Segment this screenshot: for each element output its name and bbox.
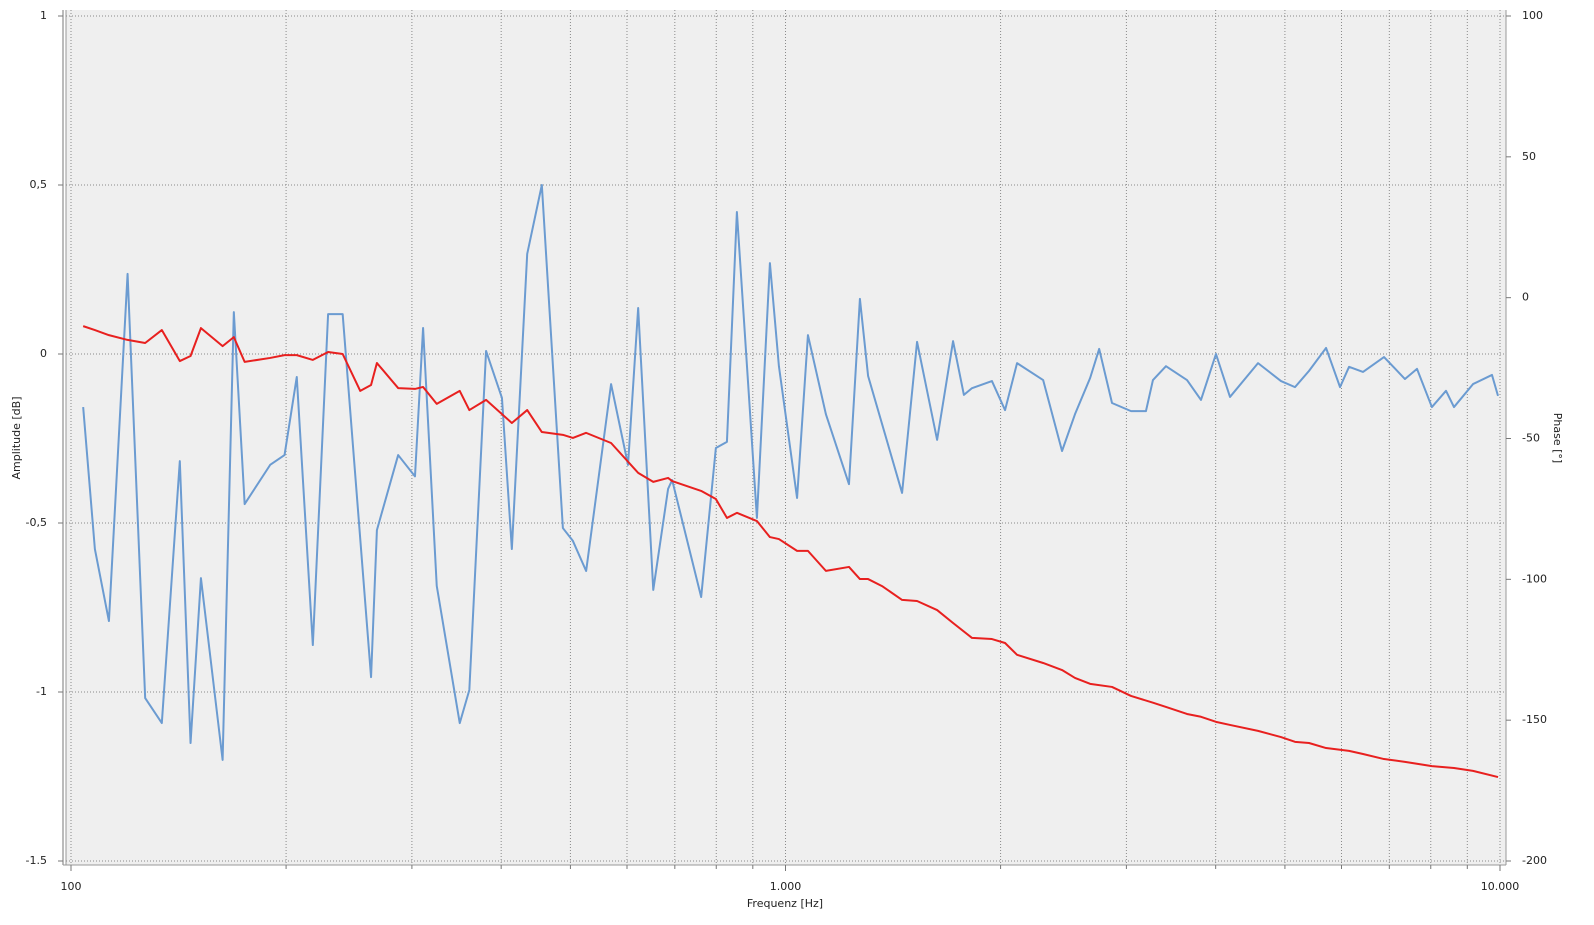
x-tick-label: 1.000 xyxy=(770,880,802,893)
x-axis-label: Frequenz [Hz] xyxy=(747,897,823,910)
y-tick-label: 1 xyxy=(40,9,47,22)
plot-area xyxy=(66,10,1506,865)
x-tick-label: 10.000 xyxy=(1481,880,1520,893)
series-line xyxy=(82,325,1499,779)
y2-tick-label: 100 xyxy=(1522,9,1543,22)
y2-tick-label: -150 xyxy=(1522,713,1547,726)
y2-tick-label: 0 xyxy=(1522,291,1529,304)
y-tick-label: -1.5 xyxy=(26,854,47,867)
y-axis-label: Amplitude [dB] xyxy=(10,397,23,480)
y2-axis-label: Phase [°] xyxy=(1551,413,1564,463)
y2-tick-label: 50 xyxy=(1522,150,1536,163)
y2-tick-label: -100 xyxy=(1522,572,1547,585)
y2-tick-label: -200 xyxy=(1522,854,1547,867)
y-tick-label: 0 xyxy=(40,347,47,360)
y-tick-label: 0,5 xyxy=(30,178,48,191)
y-tick-label: -1 xyxy=(36,685,47,698)
y-tick-label: -0,5 xyxy=(26,516,47,529)
x-tick-label: 100 xyxy=(61,880,82,893)
series-line xyxy=(82,184,1499,761)
y2-tick-label: -50 xyxy=(1522,432,1540,445)
